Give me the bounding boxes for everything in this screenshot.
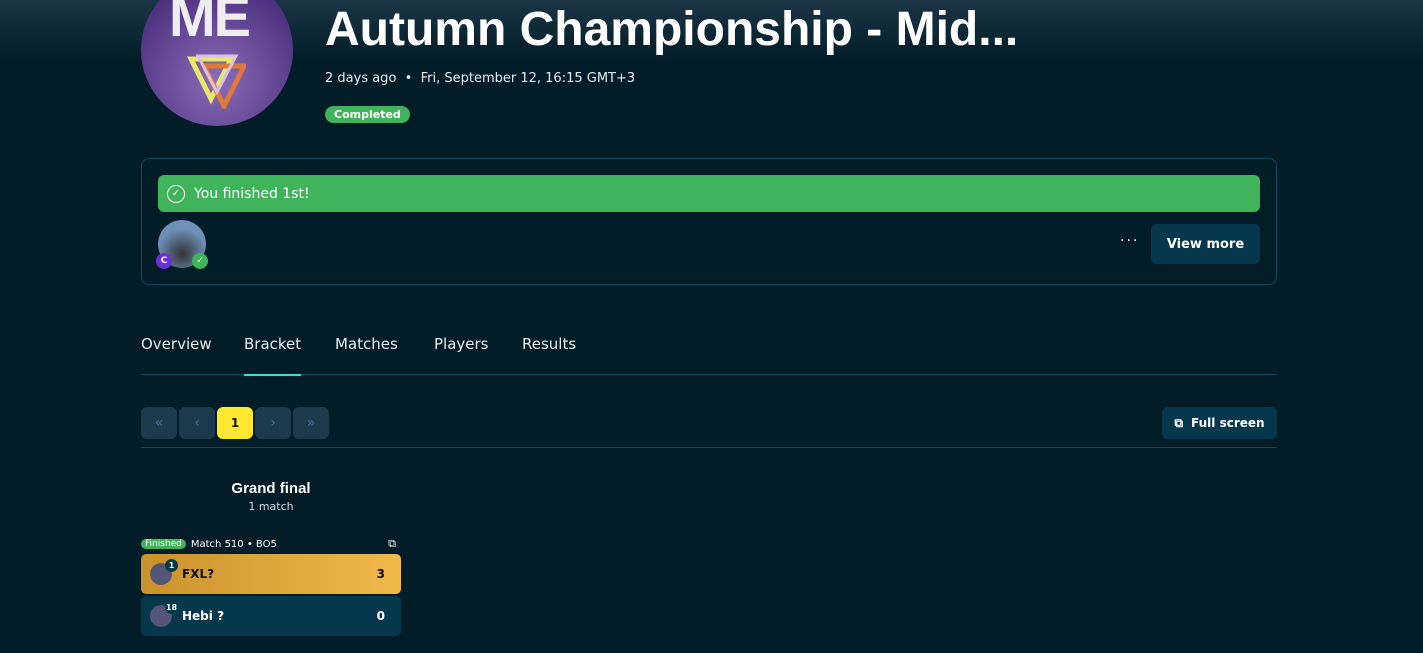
tournament-logo: ME bbox=[141, 0, 293, 126]
check-icon: ✓ bbox=[192, 253, 208, 269]
avatar[interactable]: C ✓ bbox=[156, 220, 208, 269]
match-row[interactable]: 18 Hebi ? 0 bbox=[141, 596, 401, 636]
check-circle-icon: ✓ bbox=[167, 184, 185, 203]
last-page-button[interactable]: » bbox=[293, 407, 329, 439]
match-status-badge: Finished bbox=[141, 539, 186, 549]
external-link-icon: ⧉ bbox=[1174, 415, 1184, 430]
first-page-button[interactable]: « bbox=[141, 407, 177, 439]
tab-overview[interactable]: Overview bbox=[141, 335, 212, 353]
page-1-button[interactable]: 1 bbox=[217, 407, 253, 439]
next-page-button[interactable]: › bbox=[255, 407, 291, 439]
tab-bar: Overview Bracket Matches Players Results bbox=[141, 335, 1277, 376]
player-avatar: 18 bbox=[150, 601, 178, 627]
tab-results[interactable]: Results bbox=[522, 335, 577, 353]
player-avatar: 1 bbox=[150, 559, 178, 585]
round-header: Grand final 1 match bbox=[231, 480, 311, 513]
open-match-icon[interactable]: ⧉ bbox=[388, 537, 396, 550]
full-screen-button[interactable]: ⧉ Full screen bbox=[1162, 407, 1277, 439]
tab-bracket[interactable]: Bracket bbox=[244, 335, 302, 376]
divider bbox=[141, 447, 1277, 448]
avatar-badge: C bbox=[156, 253, 172, 269]
finish-banner: ✓ You finished 1st! bbox=[158, 175, 1260, 212]
page-title: Autumn Championship - Mid... bbox=[325, 3, 1019, 56]
logo-triangles-icon bbox=[186, 54, 246, 109]
view-more-button[interactable]: View more bbox=[1151, 224, 1260, 264]
more-options-icon[interactable]: ··· bbox=[1120, 233, 1140, 249]
tournament-meta: 2 days ago • Fri, September 12, 16:15 GM… bbox=[325, 71, 636, 86]
tab-matches[interactable]: Matches bbox=[335, 335, 398, 353]
match-header: Finished Match 510 • BO5 ⧉ bbox=[141, 536, 401, 552]
match-row-winner[interactable]: 1 FXL? 3 bbox=[141, 554, 401, 594]
prev-page-button[interactable]: ‹ bbox=[179, 407, 215, 439]
result-card: ✓ You finished 1st! C ✓ ··· View more bbox=[141, 158, 1277, 285]
status-badge: Completed bbox=[325, 106, 410, 123]
pagination: « ‹ 1 › » bbox=[141, 407, 329, 439]
tab-players[interactable]: Players bbox=[434, 335, 489, 353]
